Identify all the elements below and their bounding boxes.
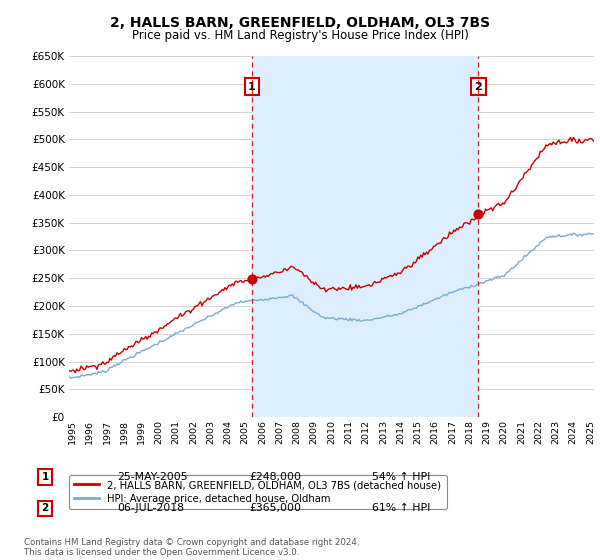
Legend: 2, HALLS BARN, GREENFIELD, OLDHAM, OL3 7BS (detached house), HPI: Average price,: 2, HALLS BARN, GREENFIELD, OLDHAM, OL3 7…	[69, 474, 447, 509]
Text: Price paid vs. HM Land Registry's House Price Index (HPI): Price paid vs. HM Land Registry's House …	[131, 29, 469, 42]
Text: 2, HALLS BARN, GREENFIELD, OLDHAM, OL3 7BS: 2, HALLS BARN, GREENFIELD, OLDHAM, OL3 7…	[110, 16, 490, 30]
Point	[473, 210, 483, 219]
Text: £248,000: £248,000	[249, 472, 301, 482]
Text: 06-JUL-2018: 06-JUL-2018	[117, 503, 184, 514]
Text: 1: 1	[248, 82, 256, 92]
Text: 54% ↑ HPI: 54% ↑ HPI	[372, 472, 430, 482]
Bar	[252, 56, 478, 417]
Text: £365,000: £365,000	[249, 503, 301, 514]
Text: 2: 2	[41, 503, 49, 514]
Text: 2: 2	[475, 82, 482, 92]
Point	[247, 275, 257, 284]
Text: 1: 1	[41, 472, 49, 482]
Text: 61% ↑ HPI: 61% ↑ HPI	[372, 503, 430, 514]
Text: 25-MAY-2005: 25-MAY-2005	[117, 472, 188, 482]
Text: Contains HM Land Registry data © Crown copyright and database right 2024.
This d: Contains HM Land Registry data © Crown c…	[24, 538, 359, 557]
